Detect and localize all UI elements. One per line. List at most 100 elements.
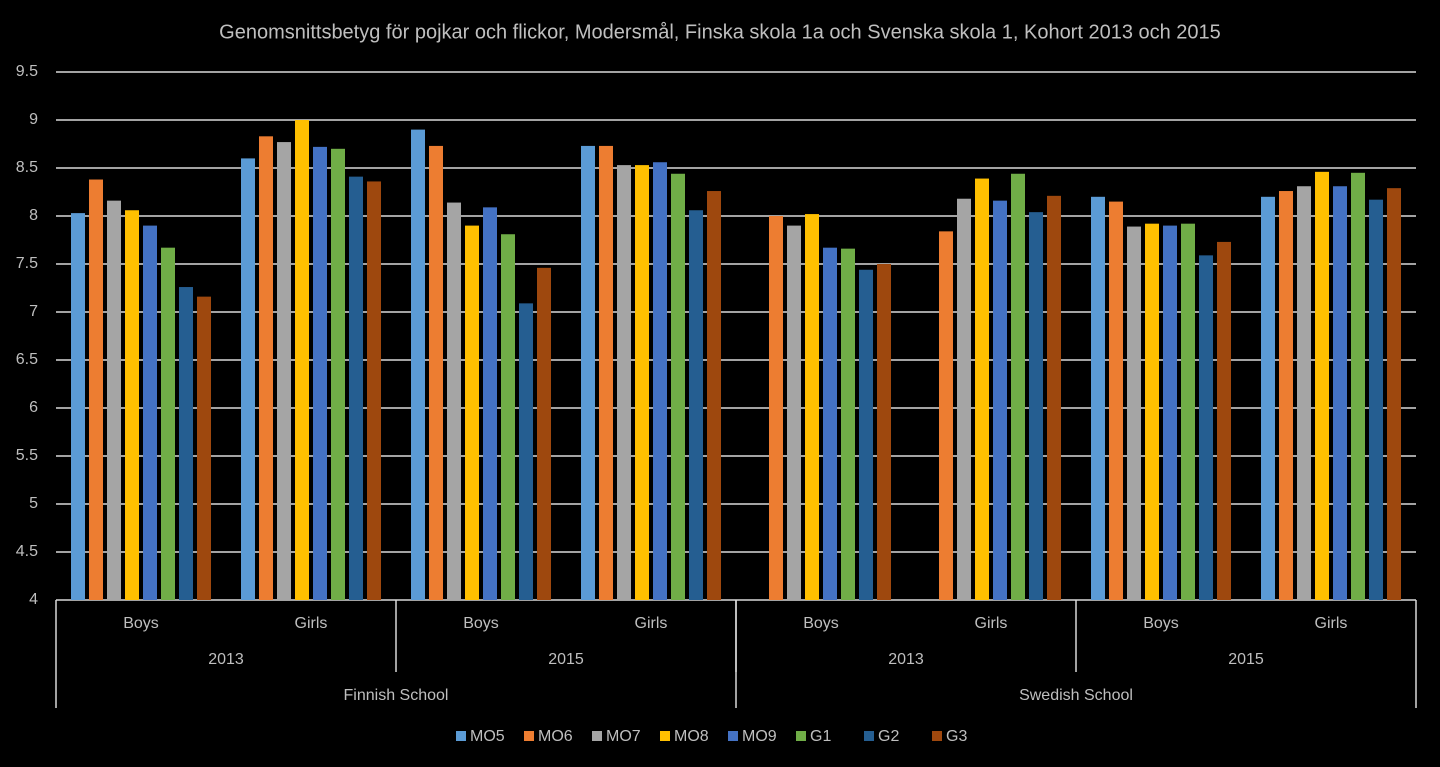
bar (483, 207, 497, 601)
y-tick-label: 9 (29, 111, 38, 128)
legend-swatch (456, 731, 466, 741)
bar (1369, 199, 1383, 600)
bar (429, 145, 443, 601)
y-tick-label: 8 (29, 207, 38, 224)
bar (707, 191, 721, 601)
bar (1047, 195, 1061, 600)
bar (1127, 226, 1141, 600)
bar (241, 158, 255, 600)
bar (1297, 186, 1311, 601)
bar (125, 210, 139, 601)
bar (161, 247, 175, 600)
bar (939, 231, 953, 601)
bar (581, 145, 595, 601)
legend-swatch (796, 731, 806, 741)
bar (1199, 255, 1213, 601)
bar (89, 179, 103, 600)
y-tick-label: 7.5 (16, 255, 38, 272)
bar (1261, 196, 1275, 601)
bar (1217, 241, 1231, 601)
bar (447, 202, 461, 600)
bar (1163, 225, 1177, 600)
y-tick-label: 5 (29, 495, 38, 512)
school-label: Swedish School (1019, 687, 1133, 704)
bar (519, 303, 533, 600)
bar (349, 176, 363, 600)
bar (71, 213, 85, 600)
legend-label: MO7 (606, 728, 641, 745)
bar (1333, 186, 1347, 601)
bar (313, 146, 327, 600)
legend-label: MO6 (538, 728, 573, 745)
legend-label: G1 (810, 728, 831, 745)
x-tick-label: Girls (1315, 615, 1348, 632)
bar (1279, 191, 1293, 601)
bar (1181, 223, 1195, 600)
bar (411, 129, 425, 600)
legend-swatch (660, 731, 670, 741)
bar (975, 178, 989, 600)
bar (617, 165, 631, 600)
bar (537, 267, 551, 600)
bar (1011, 173, 1025, 600)
bar (1091, 196, 1105, 601)
x-tick-label: Boys (463, 615, 499, 632)
bar (277, 142, 291, 600)
bar (787, 225, 801, 600)
bar (841, 248, 855, 600)
bar (1145, 223, 1159, 600)
year-label: 2015 (1228, 651, 1264, 668)
bar (689, 210, 703, 601)
legend-swatch (524, 731, 534, 741)
bar (1351, 172, 1365, 601)
legend-swatch (728, 731, 738, 741)
bar (653, 162, 667, 601)
y-tick-label: 9.5 (16, 63, 38, 80)
bar (805, 214, 819, 600)
bar (501, 234, 515, 601)
bar (143, 225, 157, 600)
bar (197, 296, 211, 600)
bar (331, 148, 345, 601)
bar (107, 200, 121, 600)
x-tick-label: Girls (295, 615, 328, 632)
bar (367, 181, 381, 600)
bar (1109, 201, 1123, 600)
bar (259, 136, 273, 600)
y-tick-label: 6 (29, 399, 38, 416)
y-tick-label: 8.5 (16, 159, 38, 176)
legend-swatch (932, 731, 942, 741)
chart-title: Genomsnittsbetyg för pojkar och flickor,… (219, 21, 1221, 43)
bar (671, 173, 685, 600)
bar (1029, 212, 1043, 600)
legend-label: MO5 (470, 728, 505, 745)
y-tick-label: 6.5 (16, 351, 38, 368)
bar (465, 225, 479, 600)
bar (877, 264, 891, 600)
x-tick-label: Boys (803, 615, 839, 632)
y-tick-label: 4.5 (16, 543, 38, 560)
bar (599, 145, 613, 601)
bar (295, 120, 309, 600)
x-tick-label: Boys (123, 615, 159, 632)
bar (1315, 171, 1329, 600)
x-tick-label: Girls (975, 615, 1008, 632)
year-label: 2013 (888, 651, 924, 668)
x-tick-label: Girls (635, 615, 668, 632)
legend-label: G2 (878, 728, 899, 745)
bar (179, 287, 193, 600)
year-label: 2015 (548, 651, 584, 668)
school-label: Finnish School (344, 687, 449, 704)
year-label: 2013 (208, 651, 244, 668)
bar (1387, 188, 1401, 600)
bar (769, 216, 783, 600)
bar (957, 198, 971, 600)
bar (823, 247, 837, 600)
legend-label: G3 (946, 728, 967, 745)
bar (993, 200, 1007, 600)
legend-label: MO9 (742, 728, 777, 745)
x-tick-label: Boys (1143, 615, 1179, 632)
y-tick-label: 4 (29, 591, 38, 608)
legend-swatch (592, 731, 602, 741)
y-tick-label: 7 (29, 303, 38, 320)
